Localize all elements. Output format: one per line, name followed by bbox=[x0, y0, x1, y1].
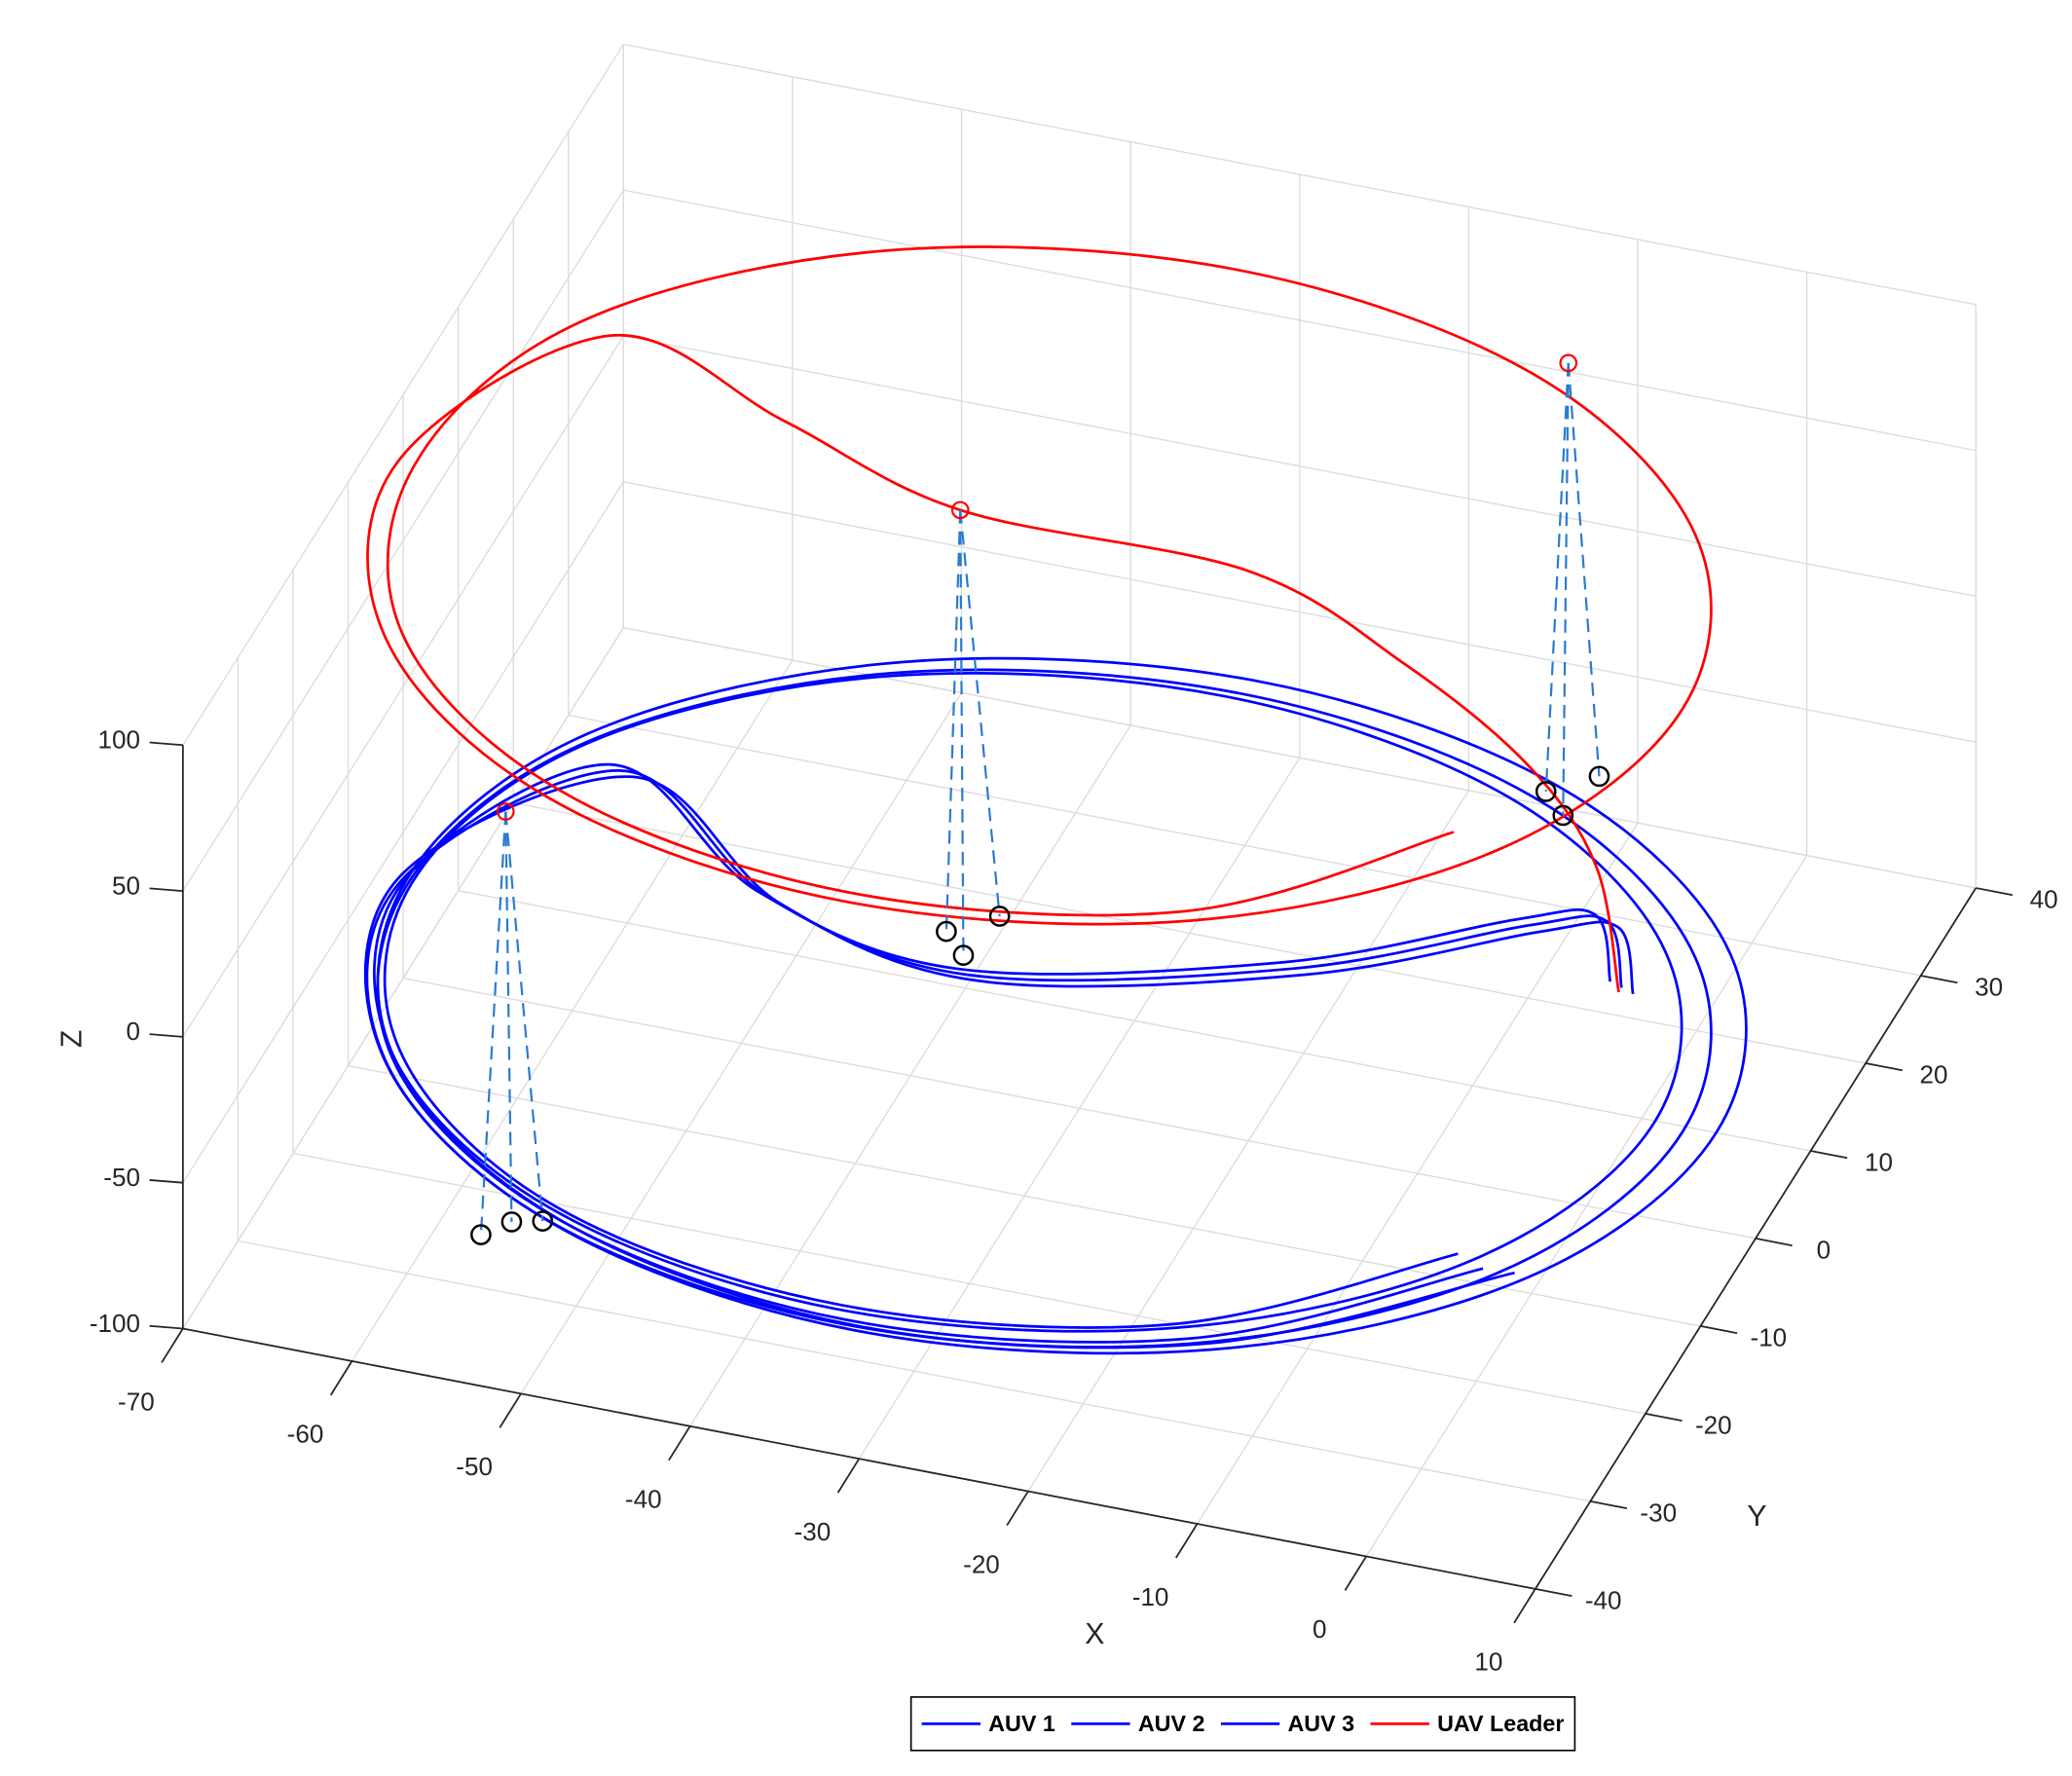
legend-label: UAV Leader bbox=[1437, 1711, 1564, 1736]
z-tick-label: -50 bbox=[103, 1163, 140, 1192]
x-tick-mark bbox=[836, 1458, 861, 1494]
formation-link bbox=[1544, 362, 1570, 792]
z-tick-label: 0 bbox=[126, 1017, 140, 1046]
x-tick-mark bbox=[1006, 1491, 1029, 1527]
y-tick-mark bbox=[1755, 1238, 1793, 1247]
y-tick-mark bbox=[1700, 1325, 1738, 1335]
y-tick-label: -20 bbox=[1695, 1410, 1732, 1439]
auv-marker bbox=[532, 1210, 554, 1232]
x-axis-label: X bbox=[1085, 1618, 1104, 1650]
auv-marker bbox=[500, 1211, 523, 1233]
axes: -70-60-50-40-30-20-10010-40-30-20-100102… bbox=[90, 725, 2058, 1677]
grid-line bbox=[182, 481, 624, 1184]
z-tick-mark bbox=[149, 1179, 183, 1184]
y-tick-label: -10 bbox=[1751, 1322, 1788, 1351]
grid-line bbox=[623, 626, 1977, 889]
auv-marker bbox=[1588, 765, 1610, 788]
grid-line bbox=[238, 1240, 1591, 1502]
y-tick-mark bbox=[1865, 1062, 1903, 1072]
formation-link bbox=[504, 811, 513, 1222]
plot-area bbox=[363, 245, 1748, 1355]
leader-marker bbox=[1559, 353, 1578, 373]
formation-link bbox=[959, 509, 965, 956]
grid-line bbox=[182, 189, 624, 892]
z-tick-label: 50 bbox=[112, 870, 140, 900]
grid-line bbox=[182, 44, 624, 746]
x-tick-mark bbox=[329, 1360, 353, 1396]
y-tick-label: 10 bbox=[1865, 1147, 1893, 1176]
formation-link bbox=[479, 811, 507, 1236]
y-tick-label: -40 bbox=[1585, 1585, 1622, 1614]
y-tick-label: 40 bbox=[2030, 884, 2058, 913]
grid-line bbox=[182, 335, 624, 1038]
auv-marker bbox=[988, 906, 1011, 927]
x-tick-label: -60 bbox=[287, 1420, 324, 1449]
y-tick-label: 0 bbox=[1817, 1235, 1832, 1264]
y-axis-label: Y bbox=[1747, 1500, 1766, 1533]
auv-marker bbox=[1535, 781, 1557, 802]
z-tick-mark bbox=[149, 1324, 183, 1330]
y-tick-label: 30 bbox=[1975, 972, 2003, 1001]
x-tick-label: -20 bbox=[963, 1549, 1000, 1578]
grid-line bbox=[292, 1152, 1646, 1415]
z-tick-mark bbox=[149, 1033, 183, 1038]
y-tick-label: -30 bbox=[1640, 1498, 1677, 1527]
x-tick-label: -10 bbox=[1132, 1582, 1169, 1611]
x-tick-mark bbox=[1344, 1555, 1367, 1591]
auv-marker bbox=[952, 944, 975, 966]
y-tick-mark bbox=[1645, 1413, 1683, 1423]
z-axis-label: Z bbox=[56, 1030, 88, 1048]
formation-link bbox=[944, 509, 962, 932]
grid-line bbox=[182, 627, 624, 1329]
grid-line bbox=[568, 714, 1921, 977]
z-tick-label: 100 bbox=[98, 725, 140, 755]
legend-label: AUV 3 bbox=[1287, 1711, 1354, 1736]
x-tick-mark bbox=[499, 1392, 522, 1428]
grid-line bbox=[458, 889, 1811, 1152]
trajectory bbox=[366, 245, 1713, 993]
grid-line bbox=[623, 335, 1977, 598]
y-tick-mark bbox=[1535, 1587, 1572, 1598]
grid-line bbox=[623, 481, 1977, 743]
trajectory bbox=[373, 672, 1684, 1333]
legend-label: AUV 1 bbox=[988, 1711, 1055, 1736]
formation-link bbox=[1562, 362, 1570, 816]
leader-marker bbox=[496, 802, 515, 821]
x-tick-label: -50 bbox=[456, 1452, 493, 1481]
leader-marker bbox=[950, 500, 970, 520]
legend: AUV 1 AUV 2 AUV 3 UAV Leader bbox=[909, 1696, 1576, 1752]
grid-line bbox=[402, 977, 1757, 1240]
x-tick-label: -70 bbox=[118, 1387, 155, 1416]
grid-line bbox=[513, 801, 1867, 1064]
legend-label: AUV 2 bbox=[1138, 1711, 1205, 1736]
x-tick-mark bbox=[161, 1328, 184, 1363]
formation-link bbox=[959, 509, 1001, 917]
x-tick-label: -30 bbox=[795, 1517, 832, 1546]
z-tick-label: -100 bbox=[90, 1309, 140, 1338]
y-tick-mark bbox=[1590, 1499, 1628, 1510]
formation-link bbox=[1567, 362, 1601, 777]
formation-link bbox=[504, 811, 544, 1222]
x-tick-label: -40 bbox=[625, 1485, 662, 1514]
y-tick-label: 20 bbox=[1920, 1059, 1948, 1089]
y-tick-mark bbox=[1920, 975, 1958, 984]
x-tick-label: 10 bbox=[1474, 1647, 1502, 1677]
z-tick-mark bbox=[149, 741, 183, 747]
auv-marker bbox=[936, 920, 957, 943]
z-tick-mark bbox=[149, 887, 183, 892]
x-tick-mark bbox=[1175, 1523, 1199, 1559]
auv-marker bbox=[1552, 804, 1574, 827]
x-tick-label: 0 bbox=[1313, 1614, 1327, 1644]
y-tick-mark bbox=[1810, 1150, 1848, 1160]
auv-marker bbox=[470, 1224, 492, 1245]
x-tick-mark bbox=[668, 1425, 691, 1462]
grid-line bbox=[623, 43, 1977, 306]
x-tick-mark bbox=[1513, 1588, 1536, 1624]
y-tick-mark bbox=[1976, 887, 2014, 897]
grid-line bbox=[623, 189, 1977, 452]
